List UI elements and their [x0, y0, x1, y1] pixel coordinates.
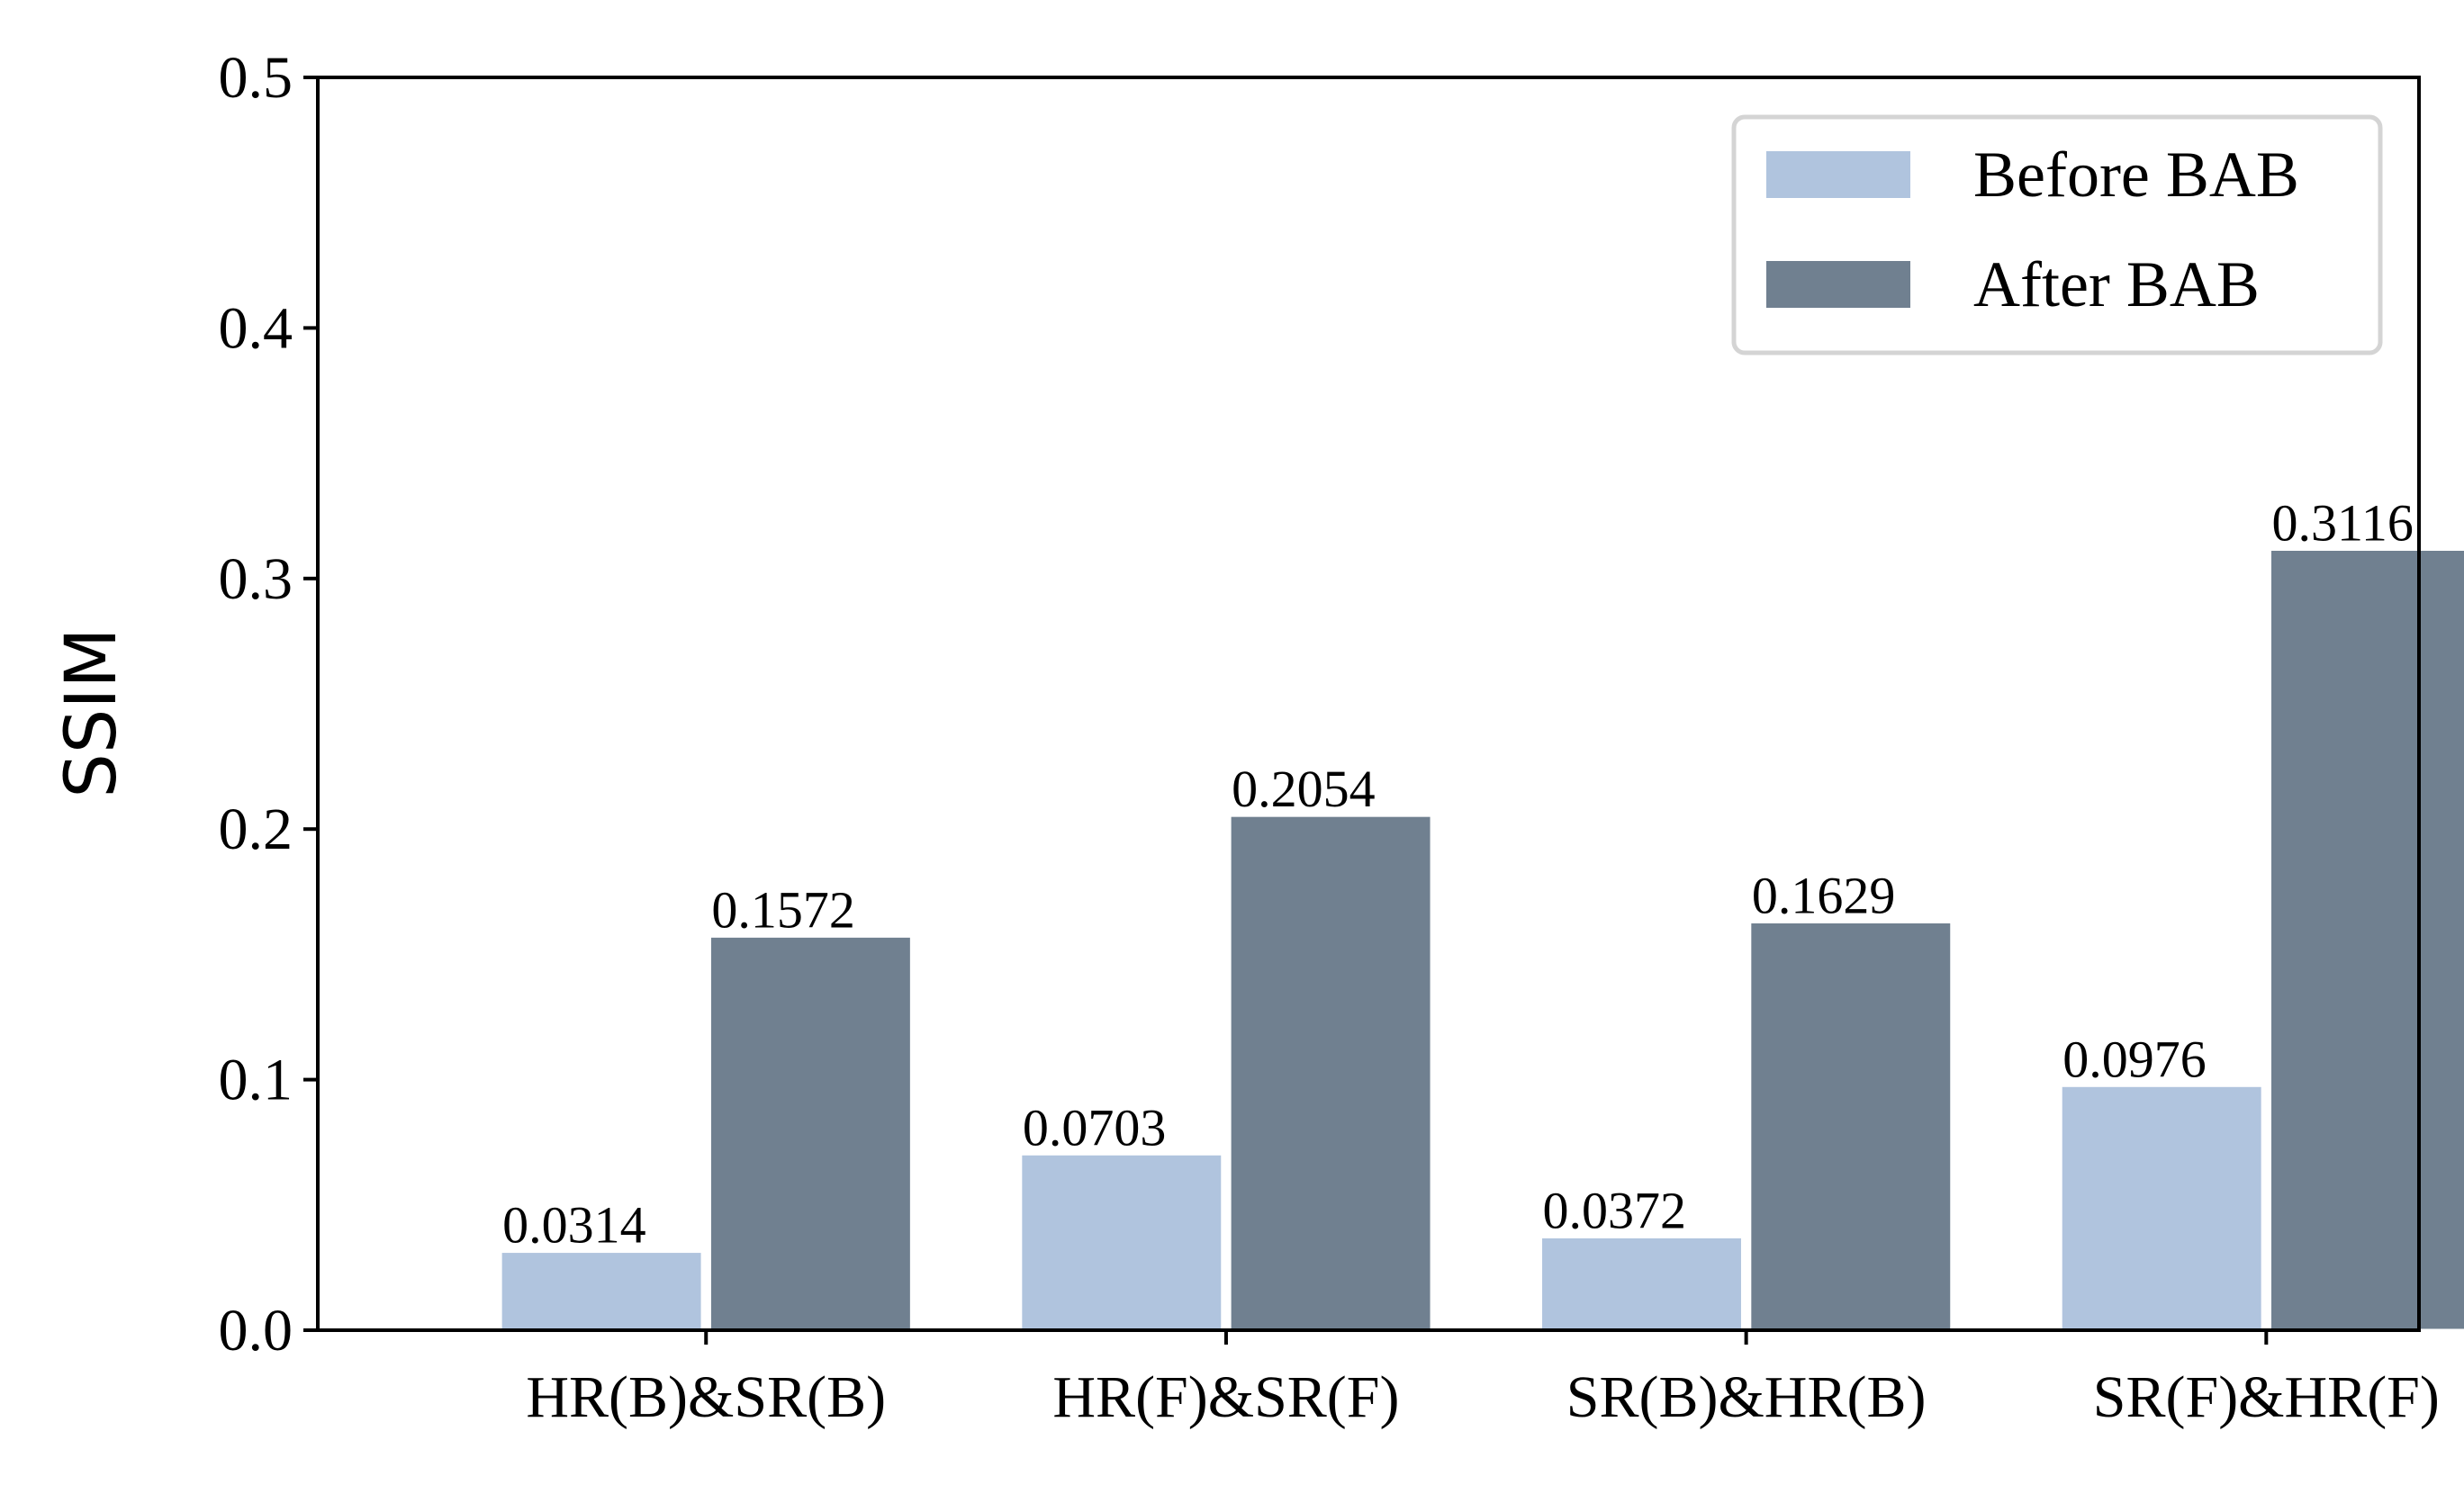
- data-label: 0.0976: [2062, 1030, 2207, 1088]
- y-tick-label: 0.5: [219, 45, 293, 111]
- x-tick-label: HR(F)&SR(F): [1052, 1364, 1399, 1430]
- bars: 0.0314 0.1572 0.0703 0.2054 0.0372 0.1629 0.09…: [499, 494, 2464, 1332]
- legend-swatch: [1766, 151, 1910, 198]
- y-tick-label: 0.4: [219, 295, 293, 361]
- legend: Before BAB After BAB: [1731, 114, 2383, 356]
- bar-before: [499, 1250, 704, 1332]
- bar-before: [1019, 1152, 1224, 1332]
- x-axis: HR(B)&SR(B) HR(F)&SR(F) SR(B)&HR(B) SR(F)&H…: [526, 1330, 2440, 1430]
- bar-before: [2059, 1084, 2264, 1332]
- legend-label: Before BAB: [1973, 139, 2299, 211]
- data-label: 0.1572: [711, 880, 855, 939]
- y-tick-label: 0.3: [219, 546, 293, 612]
- bar-before: [1539, 1235, 1744, 1332]
- y-axis: 0.0 0.1 0.2 0.3 0.4 0.5: [219, 45, 318, 1364]
- bar-after: [1748, 920, 1954, 1332]
- y-tick-label: 0.2: [219, 796, 293, 862]
- x-tick-label: SR(F)&HR(F): [2093, 1364, 2440, 1430]
- plot-frame: [316, 76, 2421, 1332]
- data-label: 0.0372: [1543, 1181, 1687, 1239]
- data-label: 0.0314: [502, 1196, 646, 1255]
- y-tick-label: 0.0: [219, 1298, 293, 1364]
- bar-after: [1228, 814, 1433, 1332]
- bar-after: [708, 934, 913, 1332]
- bar-after: [2269, 548, 2464, 1332]
- legend-label: After BAB: [1973, 248, 2260, 320]
- x-tick-label: HR(B)&SR(B): [526, 1364, 886, 1430]
- data-label: 0.0703: [1023, 1098, 1167, 1156]
- data-label: 0.3116: [2272, 494, 2414, 553]
- x-tick-label: SR(B)&HR(B): [1566, 1364, 1927, 1430]
- y-axis-label: SSIM: [51, 627, 132, 797]
- legend-swatch: [1766, 261, 1910, 308]
- data-label: 0.2054: [1232, 760, 1376, 818]
- y-axis-title: SSIM: [51, 627, 132, 797]
- data-label: 0.1629: [1752, 866, 1896, 924]
- y-tick-label: 0.1: [219, 1048, 293, 1113]
